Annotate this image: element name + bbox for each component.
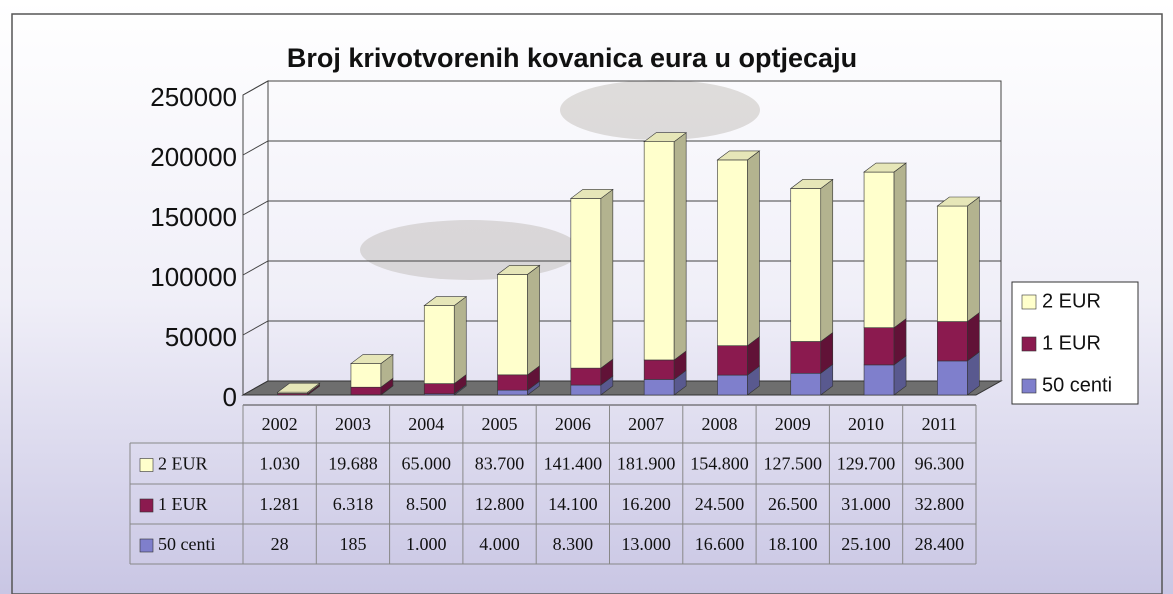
data-label: 181.900 <box>617 454 676 474</box>
bar-segment <box>351 364 381 388</box>
bar-segment <box>717 160 747 346</box>
x-tick-label: 2011 <box>922 414 957 434</box>
table-row-label: 2 EUR <box>158 454 208 474</box>
bar-side <box>601 189 613 368</box>
data-label: 18.100 <box>768 534 818 554</box>
x-tick-label: 2009 <box>775 414 811 434</box>
data-label: 83.700 <box>475 454 525 474</box>
data-label: 14.100 <box>548 494 598 514</box>
decor-coin <box>560 80 760 140</box>
x-tick-label: 2010 <box>848 414 884 434</box>
bar-segment <box>498 274 528 374</box>
legend-key <box>1022 295 1036 309</box>
chart-title: Broj krivotvorenih kovanica eura u optje… <box>287 43 857 73</box>
legend-label: 2 EUR <box>1042 290 1101 312</box>
bar-side <box>894 163 906 328</box>
bar-side <box>747 151 759 346</box>
table-legend-key <box>140 499 153 512</box>
data-label: 28.400 <box>915 534 965 554</box>
x-tick-label: 2007 <box>628 414 664 434</box>
data-label: 31.000 <box>841 494 891 514</box>
data-label: 185 <box>339 534 366 554</box>
bar-side <box>528 265 540 374</box>
data-label: 13.000 <box>621 534 671 554</box>
data-label: 32.800 <box>915 494 965 514</box>
data-label: 26.500 <box>768 494 818 514</box>
x-tick-label: 2004 <box>408 414 444 434</box>
x-tick-label: 2008 <box>701 414 737 434</box>
bar-segment <box>644 360 674 379</box>
bar-segment <box>791 341 821 373</box>
data-label: 96.300 <box>915 454 965 474</box>
data-label: 1.281 <box>259 494 300 514</box>
table-legend-key <box>140 539 153 552</box>
table-row-label: 1 EUR <box>158 494 208 514</box>
data-label: 12.800 <box>475 494 525 514</box>
x-tick-label: 2003 <box>335 414 371 434</box>
data-label: 141.400 <box>544 454 603 474</box>
x-tick-label: 2005 <box>482 414 518 434</box>
bar-segment <box>424 306 454 384</box>
data-label: 8.300 <box>553 534 594 554</box>
bar-segment <box>498 375 528 390</box>
bar-segment <box>937 206 967 322</box>
data-label: 65.000 <box>402 454 452 474</box>
y-tick-label: 200000 <box>150 142 237 172</box>
decor-coin <box>360 220 580 280</box>
bar-segment <box>937 361 967 395</box>
bar-segment <box>571 198 601 368</box>
bar-segment <box>937 322 967 361</box>
table-legend-key <box>140 459 153 472</box>
data-label: 129.700 <box>837 454 896 474</box>
y-tick-label: 150000 <box>150 202 237 232</box>
data-label: 25.100 <box>841 534 891 554</box>
data-label: 19.688 <box>328 454 378 474</box>
legend-label: 1 EUR <box>1042 332 1101 354</box>
legend-key <box>1022 337 1036 351</box>
bar-segment <box>424 384 454 394</box>
bar-segment <box>571 385 601 395</box>
bar-segment <box>498 390 528 395</box>
bar-segment <box>791 373 821 395</box>
data-label: 127.500 <box>764 454 823 474</box>
y-tick-label: 50000 <box>165 322 237 352</box>
data-label: 1.030 <box>259 454 300 474</box>
data-label: 4.000 <box>479 534 520 554</box>
data-label: 24.500 <box>695 494 745 514</box>
x-tick-label: 2006 <box>555 414 591 434</box>
data-label: 6.318 <box>333 494 374 514</box>
bar-segment <box>351 387 381 395</box>
bar-segment <box>864 328 894 365</box>
data-label: 1.000 <box>406 534 447 554</box>
bar-side <box>674 133 686 360</box>
bar-segment <box>644 379 674 395</box>
y-tick-label: 250000 <box>150 82 237 112</box>
bar-segment <box>571 368 601 385</box>
bar-segment <box>717 375 747 395</box>
legend-key <box>1022 379 1036 393</box>
legend-label: 50 centi <box>1042 374 1112 396</box>
bar-side <box>821 179 833 341</box>
x-tick-label: 2002 <box>262 414 298 434</box>
y-tick-label: 0 <box>223 382 237 412</box>
bar-segment <box>717 346 747 375</box>
data-label: 154.800 <box>690 454 749 474</box>
bar-segment <box>864 365 894 395</box>
data-label: 16.600 <box>695 534 745 554</box>
bar-segment <box>791 188 821 341</box>
data-label: 8.500 <box>406 494 447 514</box>
bar-side <box>454 297 466 384</box>
table-row-label: 50 centi <box>158 534 215 554</box>
bar-segment <box>864 172 894 328</box>
chart: Broj krivotvorenih kovanica eura u optje… <box>0 0 1173 594</box>
data-label: 16.200 <box>621 494 671 514</box>
bar-side <box>967 197 979 322</box>
bar-segment <box>644 142 674 360</box>
data-label: 28 <box>271 534 289 554</box>
y-tick-label: 100000 <box>150 262 237 292</box>
